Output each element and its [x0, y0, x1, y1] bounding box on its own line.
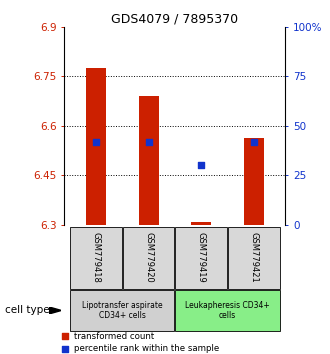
- Point: [199, 162, 204, 168]
- FancyBboxPatch shape: [228, 227, 280, 289]
- Text: Lipotransfer aspirate
CD34+ cells: Lipotransfer aspirate CD34+ cells: [82, 301, 163, 320]
- Polygon shape: [49, 307, 61, 314]
- Text: percentile rank within the sample: percentile rank within the sample: [74, 344, 219, 353]
- Bar: [191, 222, 211, 225]
- Text: GSM779420: GSM779420: [144, 232, 153, 283]
- Text: cell type: cell type: [5, 306, 50, 315]
- Title: GDS4079 / 7895370: GDS4079 / 7895370: [111, 12, 239, 25]
- FancyBboxPatch shape: [70, 290, 174, 331]
- Text: Leukapheresis CD34+
cells: Leukapheresis CD34+ cells: [185, 301, 270, 320]
- Bar: [86, 68, 106, 225]
- Point: [251, 139, 256, 144]
- Point: [62, 346, 67, 352]
- FancyBboxPatch shape: [176, 290, 280, 331]
- Text: transformed count: transformed count: [74, 332, 154, 341]
- Text: GSM779421: GSM779421: [249, 232, 258, 283]
- Text: GSM779419: GSM779419: [197, 232, 206, 283]
- Bar: [139, 96, 159, 225]
- Point: [62, 333, 67, 339]
- Point: [93, 139, 99, 144]
- Point: [146, 139, 151, 144]
- FancyBboxPatch shape: [70, 227, 122, 289]
- Bar: [244, 138, 264, 225]
- FancyBboxPatch shape: [176, 227, 227, 289]
- Text: GSM779418: GSM779418: [91, 232, 100, 283]
- FancyBboxPatch shape: [123, 227, 174, 289]
